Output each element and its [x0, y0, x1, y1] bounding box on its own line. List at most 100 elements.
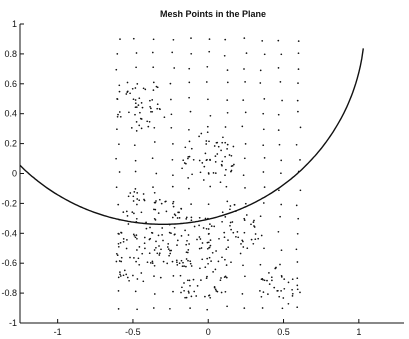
mesh-point [224, 174, 226, 177]
mesh-point [165, 200, 167, 203]
mesh-point [262, 171, 265, 173]
mesh-point [170, 232, 172, 235]
mesh-point [172, 275, 175, 277]
mesh-point [143, 199, 146, 202]
mesh-point [116, 53, 119, 55]
mesh-point [244, 275, 246, 278]
mesh-point [204, 295, 206, 298]
mesh-point [232, 231, 235, 234]
mesh-point [193, 290, 196, 293]
mesh-point [115, 157, 117, 160]
mesh-point [117, 203, 120, 206]
mesh-point [226, 200, 229, 203]
mesh-point [245, 214, 248, 216]
mesh-point [134, 99, 137, 101]
mesh-point [134, 87, 137, 89]
mesh-point [172, 200, 175, 203]
mesh-point [200, 279, 202, 281]
mesh-point [219, 279, 222, 282]
mesh-point [187, 259, 189, 262]
mesh-point [210, 225, 213, 227]
mesh-point [205, 81, 208, 83]
mesh-point [282, 297, 285, 299]
mesh-point [188, 243, 190, 245]
mesh-point [280, 249, 283, 252]
mesh-point [205, 277, 208, 280]
mesh-point [187, 177, 189, 179]
mesh-point [151, 260, 154, 263]
mesh-point [229, 224, 231, 227]
mesh-point [137, 104, 140, 106]
mesh-point [119, 38, 121, 40]
mesh-point [131, 87, 134, 90]
mesh-point [188, 279, 191, 282]
mesh-point [155, 200, 157, 202]
mesh-point [132, 37, 135, 40]
mesh-point [208, 232, 210, 235]
mesh-point [135, 130, 138, 132]
mesh-point [297, 82, 299, 84]
mesh-point [190, 265, 193, 267]
mesh-point [133, 234, 136, 237]
mesh-point [116, 115, 119, 118]
mesh-point [210, 260, 212, 262]
mesh-point [198, 224, 200, 227]
mesh-point [115, 260, 118, 263]
mesh-point [172, 205, 175, 208]
mesh-point [187, 234, 190, 236]
mesh-point [297, 40, 300, 42]
mesh-point [244, 202, 247, 205]
mesh-point [240, 243, 242, 245]
mesh-point [186, 239, 188, 242]
mesh-point [279, 81, 282, 83]
mesh-point [154, 208, 157, 211]
mesh-point [203, 165, 206, 168]
mesh-point [199, 267, 201, 270]
mesh-point [136, 249, 138, 251]
mesh-point [128, 279, 130, 282]
mesh-point [152, 89, 155, 91]
mesh-point [262, 144, 265, 147]
mesh-point [135, 260, 137, 263]
mesh-point [168, 254, 170, 257]
mesh-point [243, 68, 245, 70]
mesh-point [224, 155, 226, 158]
mesh-point [230, 261, 232, 264]
mesh-point [278, 189, 280, 192]
mesh-point [179, 274, 182, 277]
mesh-point [277, 39, 280, 42]
mesh-point [135, 52, 138, 54]
mesh-point [138, 263, 141, 266]
mesh-point [189, 110, 192, 113]
y-tick-label: 0.4 [4, 109, 17, 119]
mesh-point [204, 266, 207, 269]
mesh-point [295, 143, 298, 146]
mesh-point [135, 234, 138, 236]
mesh-point [115, 186, 118, 189]
mesh-point [176, 244, 178, 246]
mesh-point [263, 53, 266, 56]
mesh-point [209, 223, 211, 225]
mesh-point [262, 278, 264, 281]
mesh-point [183, 282, 185, 284]
mesh-point [169, 249, 171, 252]
mesh-point [160, 248, 162, 251]
mesh-point [153, 126, 156, 129]
mesh-point [201, 162, 204, 164]
mesh-point [132, 98, 135, 101]
mesh-point [243, 157, 246, 160]
mesh-point [220, 149, 222, 152]
mesh-point [136, 83, 139, 85]
mesh-point [188, 140, 191, 143]
mesh-point [226, 81, 229, 84]
mesh-point [134, 106, 137, 109]
mesh-point [141, 106, 144, 109]
mesh-point [190, 295, 193, 298]
mesh-point [291, 278, 294, 281]
mesh-point [127, 223, 130, 225]
mesh-point [204, 217, 207, 220]
y-tick-label: 1 [12, 19, 17, 29]
mesh-point [198, 247, 201, 250]
mesh-point [207, 262, 209, 265]
mesh-point [196, 238, 198, 241]
